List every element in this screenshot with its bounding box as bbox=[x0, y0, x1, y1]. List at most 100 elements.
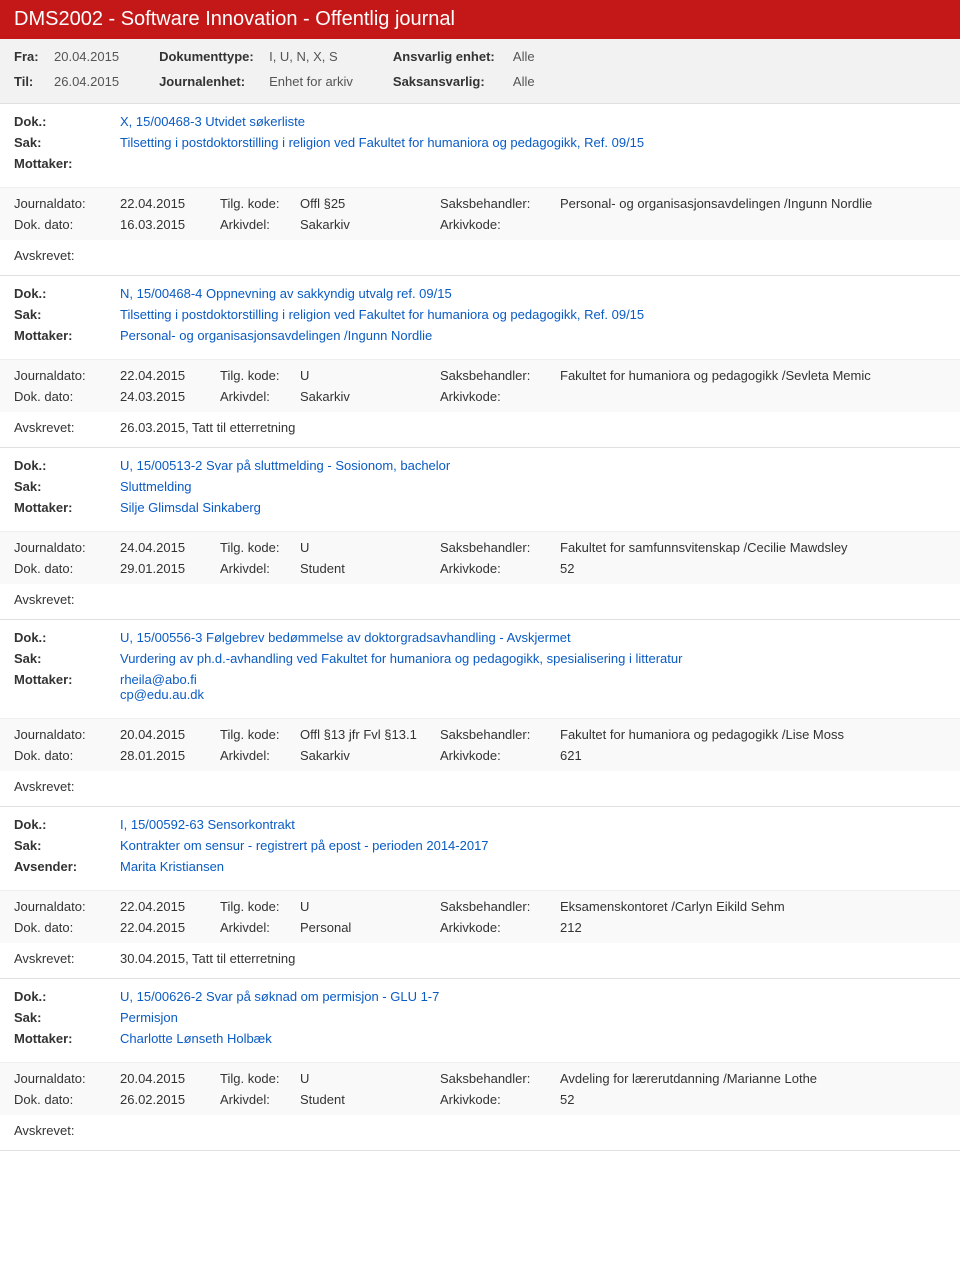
dokdato-label: Dok. dato: bbox=[14, 561, 120, 576]
avskrevet-label: Avskrevet: bbox=[14, 248, 120, 263]
dok-value: X, 15/00468-3 Utvidet søkerliste bbox=[120, 114, 946, 129]
tilgkode-label: Tilg. kode: bbox=[220, 727, 300, 742]
saksbehandler-label: Saksbehandler: bbox=[440, 1071, 560, 1086]
arkivdel-value: Personal bbox=[300, 920, 440, 935]
journal-entry: Dok.:X, 15/00468-3 Utvidet søkerlisteSak… bbox=[0, 104, 960, 276]
avskrevet-label: Avskrevet: bbox=[14, 420, 120, 435]
party-value: Silje Glimsdal Sinkaberg bbox=[120, 500, 946, 515]
arkivdel-value: Sakarkiv bbox=[300, 389, 440, 404]
filter-col-resp: Ansvarlig enhet: Alle Saksansvarlig: All… bbox=[393, 49, 535, 89]
dokdato-value: 16.03.2015 bbox=[120, 217, 220, 232]
doktype-label: Dokumenttype: bbox=[159, 49, 259, 64]
dokdato-label: Dok. dato: bbox=[14, 920, 120, 935]
dok-label: Dok.: bbox=[14, 114, 120, 129]
sak-value: Tilsetting i postdoktorstilling i religi… bbox=[120, 135, 946, 150]
tilgkode-label: Tilg. kode: bbox=[220, 368, 300, 383]
avskrevet-label: Avskrevet: bbox=[14, 1123, 120, 1138]
sak-label: Sak: bbox=[14, 307, 120, 322]
avskrevet-value: 26.03.2015, Tatt til etterretning bbox=[120, 420, 295, 435]
journaldato-label: Journaldato: bbox=[14, 540, 120, 555]
party-value: Charlotte Lønseth Holbæk bbox=[120, 1031, 946, 1046]
arkivkode-value: 212 bbox=[560, 920, 946, 935]
arkivkode-label: Arkivkode: bbox=[440, 748, 560, 763]
saksbehandler-value: Avdeling for lærerutdanning /Marianne Lo… bbox=[560, 1071, 946, 1086]
fra-value: 20.04.2015 bbox=[54, 49, 119, 64]
arkivkode-label: Arkivkode: bbox=[440, 1092, 560, 1107]
journal-entry: Dok.:U, 15/00626-2 Svar på søknad om per… bbox=[0, 979, 960, 1151]
arkivkode-label: Arkivkode: bbox=[440, 217, 560, 232]
dokdato-label: Dok. dato: bbox=[14, 1092, 120, 1107]
dok-label: Dok.: bbox=[14, 989, 120, 1004]
party-value: Personal- og organisasjonsavdelingen /In… bbox=[120, 328, 946, 343]
avskrevet-label: Avskrevet: bbox=[14, 951, 120, 966]
saksansvarlig-label: Saksansvarlig: bbox=[393, 74, 503, 89]
sak-value: Permisjon bbox=[120, 1010, 946, 1025]
dok-label: Dok.: bbox=[14, 817, 120, 832]
arkivkode-value: 52 bbox=[560, 1092, 946, 1107]
filter-bar: Fra: 20.04.2015 Til: 26.04.2015 Dokument… bbox=[0, 39, 960, 104]
ansvarlig-value: Alle bbox=[513, 49, 535, 64]
saksbehandler-label: Saksbehandler: bbox=[440, 727, 560, 742]
journalenhet-value: Enhet for arkiv bbox=[269, 74, 353, 89]
journal-entry: Dok.:U, 15/00513-2 Svar på sluttmelding … bbox=[0, 448, 960, 620]
tilgkode-value: U bbox=[300, 899, 440, 914]
avskrevet-label: Avskrevet: bbox=[14, 592, 120, 607]
tilgkode-label: Tilg. kode: bbox=[220, 1071, 300, 1086]
party-label: Avsender: bbox=[14, 859, 120, 874]
fra-label: Fra: bbox=[14, 49, 44, 64]
arkivkode-value: 52 bbox=[560, 561, 946, 576]
sak-label: Sak: bbox=[14, 135, 120, 150]
til-label: Til: bbox=[14, 74, 44, 89]
journaldato-value: 20.04.2015 bbox=[120, 1071, 220, 1086]
party-label: Mottaker: bbox=[14, 672, 120, 687]
filter-col-dates: Fra: 20.04.2015 Til: 26.04.2015 bbox=[14, 49, 119, 89]
journaldato-label: Journaldato: bbox=[14, 368, 120, 383]
sak-label: Sak: bbox=[14, 651, 120, 666]
journaldato-label: Journaldato: bbox=[14, 1071, 120, 1086]
dokdato-value: 29.01.2015 bbox=[120, 561, 220, 576]
sak-value: Tilsetting i postdoktorstilling i religi… bbox=[120, 307, 946, 322]
tilgkode-value: U bbox=[300, 368, 440, 383]
dokdato-value: 28.01.2015 bbox=[120, 748, 220, 763]
arkivkode-value: 621 bbox=[560, 748, 946, 763]
dokdato-label: Dok. dato: bbox=[14, 748, 120, 763]
arkivkode-label: Arkivkode: bbox=[440, 561, 560, 576]
entries-list: Dok.:X, 15/00468-3 Utvidet søkerlisteSak… bbox=[0, 104, 960, 1151]
journalenhet-label: Journalenhet: bbox=[159, 74, 259, 89]
tilgkode-label: Tilg. kode: bbox=[220, 540, 300, 555]
saksbehandler-label: Saksbehandler: bbox=[440, 196, 560, 211]
saksbehandler-value: Eksamenskontoret /Carlyn Eikild Sehm bbox=[560, 899, 946, 914]
sak-label: Sak: bbox=[14, 838, 120, 853]
dok-value: U, 15/00556-3 Følgebrev bedømmelse av do… bbox=[120, 630, 946, 645]
arkivdel-value: Sakarkiv bbox=[300, 217, 440, 232]
tilgkode-value: U bbox=[300, 540, 440, 555]
journaldato-label: Journaldato: bbox=[14, 196, 120, 211]
filter-col-type: Dokumenttype: I, U, N, X, S Journalenhet… bbox=[159, 49, 353, 89]
dok-label: Dok.: bbox=[14, 458, 120, 473]
party-label: Mottaker: bbox=[14, 500, 120, 515]
sak-value: Kontrakter om sensur - registrert på epo… bbox=[120, 838, 946, 853]
journaldato-value: 22.04.2015 bbox=[120, 196, 220, 211]
tilgkode-value: U bbox=[300, 1071, 440, 1086]
page-title-bar: DMS2002 - Software Innovation - Offentli… bbox=[0, 0, 960, 39]
arkivdel-value: Student bbox=[300, 1092, 440, 1107]
journal-entry: Dok.:U, 15/00556-3 Følgebrev bedømmelse … bbox=[0, 620, 960, 807]
dokdato-value: 22.04.2015 bbox=[120, 920, 220, 935]
party-label: Mottaker: bbox=[14, 156, 120, 171]
saksansvarlig-value: Alle bbox=[513, 74, 535, 89]
arkivdel-label: Arkivdel: bbox=[220, 217, 300, 232]
arkivdel-label: Arkivdel: bbox=[220, 389, 300, 404]
tilgkode-label: Tilg. kode: bbox=[220, 196, 300, 211]
saksbehandler-value: Fakultet for humaniora og pedagogikk /Li… bbox=[560, 727, 946, 742]
arkivkode-label: Arkivkode: bbox=[440, 920, 560, 935]
avskrevet-value: 30.04.2015, Tatt til etterretning bbox=[120, 951, 295, 966]
saksbehandler-value: Personal- og organisasjonsavdelingen /In… bbox=[560, 196, 946, 211]
party-label: Mottaker: bbox=[14, 1031, 120, 1046]
til-value: 26.04.2015 bbox=[54, 74, 119, 89]
journaldato-label: Journaldato: bbox=[14, 727, 120, 742]
dok-label: Dok.: bbox=[14, 630, 120, 645]
saksbehandler-value: Fakultet for samfunnsvitenskap /Cecilie … bbox=[560, 540, 946, 555]
party-value: Marita Kristiansen bbox=[120, 859, 946, 874]
sak-label: Sak: bbox=[14, 1010, 120, 1025]
sak-value: Sluttmelding bbox=[120, 479, 946, 494]
